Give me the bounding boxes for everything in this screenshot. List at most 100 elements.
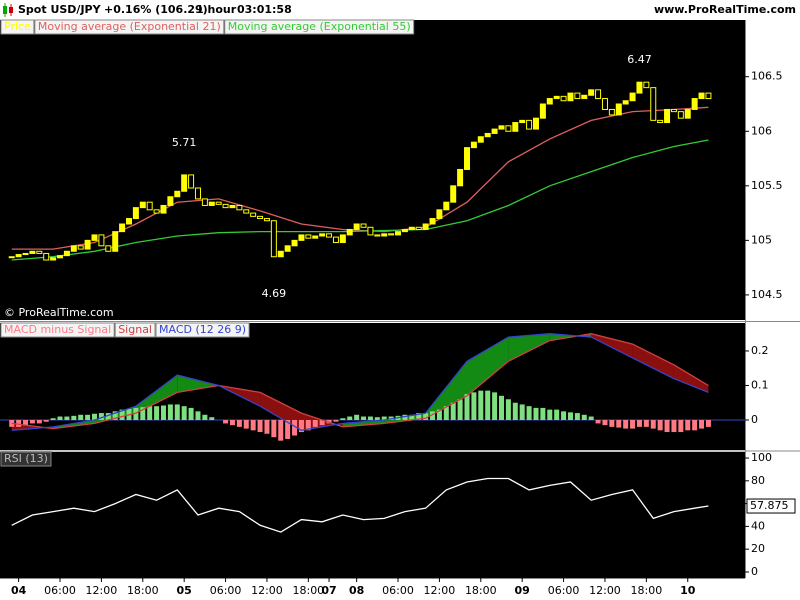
candle-body (450, 185, 457, 203)
candle-body (29, 250, 36, 254)
histogram-bar (188, 407, 194, 420)
y-tick-label: 0 (751, 565, 758, 578)
candle-body (698, 92, 705, 100)
candle-body (395, 231, 402, 236)
price-panel (0, 20, 745, 320)
x-tick-label: 10 (680, 584, 696, 597)
histogram-bar (181, 406, 187, 420)
histogram-bar (29, 419, 35, 424)
watermark: © ProRealTime.com (4, 306, 114, 319)
histogram-bar (112, 411, 118, 420)
candle-body (636, 81, 643, 94)
legend-box (155, 322, 250, 338)
macd-fill (425, 361, 467, 419)
x-tick-label: 08 (349, 584, 364, 597)
histogram-bar (257, 419, 263, 433)
histogram-bar (285, 419, 291, 439)
x-tick-label: 12:00 (589, 584, 621, 597)
candle-body (339, 234, 346, 244)
candle-body (257, 215, 264, 220)
last-value-box (746, 498, 796, 514)
candle-body (236, 204, 243, 211)
macd-fill (177, 375, 219, 393)
histogram-bar (64, 416, 70, 420)
histogram-bar (636, 419, 642, 427)
x-tick-label: 06:00 (382, 584, 414, 597)
histogram-bar (119, 409, 125, 420)
legend-box (34, 19, 225, 35)
macd-fill (632, 344, 674, 379)
candle-body (250, 212, 257, 217)
x-tick-label: 18:00 (127, 584, 159, 597)
candle-body (477, 136, 484, 143)
candle-body (401, 228, 408, 233)
candle-body (146, 201, 153, 211)
histogram-bar (526, 406, 532, 420)
x-tick-label: 09 (515, 584, 530, 597)
candle-body (243, 209, 250, 214)
candle-body (305, 234, 312, 239)
candle-body (601, 98, 608, 110)
candle-body (429, 218, 436, 225)
candle-body (8, 256, 15, 259)
histogram-bar (554, 409, 560, 420)
histogram-bar (223, 419, 229, 424)
histogram-bar (457, 399, 463, 420)
macd-fill (591, 333, 633, 358)
candle-body (657, 119, 664, 124)
candle-body (298, 234, 305, 241)
candle-body (367, 226, 374, 236)
candle-body (181, 174, 188, 192)
histogram-bar (319, 419, 325, 426)
y-tick-label: 100 (751, 451, 772, 464)
y-tick-label: 105.5 (751, 179, 783, 192)
candle-body (277, 250, 284, 258)
candle-body (105, 245, 112, 252)
candle-body (36, 250, 43, 254)
x-tick-label: 06:00 (548, 584, 580, 597)
icon-body (3, 6, 7, 14)
site-link[interactable]: www.ProRealTime.com (654, 3, 796, 16)
histogram-bar (643, 419, 649, 427)
histogram-bar (567, 412, 573, 420)
histogram-bar (416, 413, 422, 420)
histogram-bar (478, 390, 484, 420)
candle-body (588, 89, 595, 96)
x-tick-label: 06:00 (44, 584, 76, 597)
histogram-bar (623, 419, 629, 429)
histogram-bar (423, 413, 429, 420)
histogram-bar (381, 416, 387, 420)
candle-body (353, 223, 360, 230)
candle-body (312, 235, 319, 239)
histogram-bar (402, 414, 408, 420)
candle-body (415, 226, 422, 230)
candle-body (222, 203, 229, 209)
candle-body (360, 223, 367, 228)
candle-body (670, 108, 677, 113)
histogram-bar (485, 390, 491, 420)
histogram-bar (160, 405, 166, 420)
candle-body (664, 108, 671, 124)
histogram-bar (167, 404, 173, 420)
x-tick-label: 06:00 (210, 584, 242, 597)
histogram-bar (202, 414, 208, 420)
change: +0.16% (106.29) (104, 3, 208, 16)
histogram-bar (50, 418, 56, 420)
histogram-bar (140, 407, 146, 420)
histogram-bar (678, 419, 684, 433)
annotation: 6.47 (627, 53, 652, 66)
candle-body (70, 245, 77, 252)
legend-entry: MACD (12 26 9) (159, 323, 246, 336)
histogram-bar (147, 406, 153, 420)
candle-body (229, 204, 236, 209)
histogram-bar (464, 394, 470, 420)
candle-body (484, 132, 491, 138)
candle-body (622, 100, 629, 105)
y-tick-label: 0.1 (751, 378, 769, 391)
candle-body (50, 257, 57, 261)
candle-body (574, 92, 581, 100)
x-tick-label: 18:00 (465, 584, 497, 597)
y-tick-label: 80 (751, 474, 765, 487)
histogram-bar (154, 406, 160, 420)
clock: 03:01:58 (237, 3, 292, 16)
